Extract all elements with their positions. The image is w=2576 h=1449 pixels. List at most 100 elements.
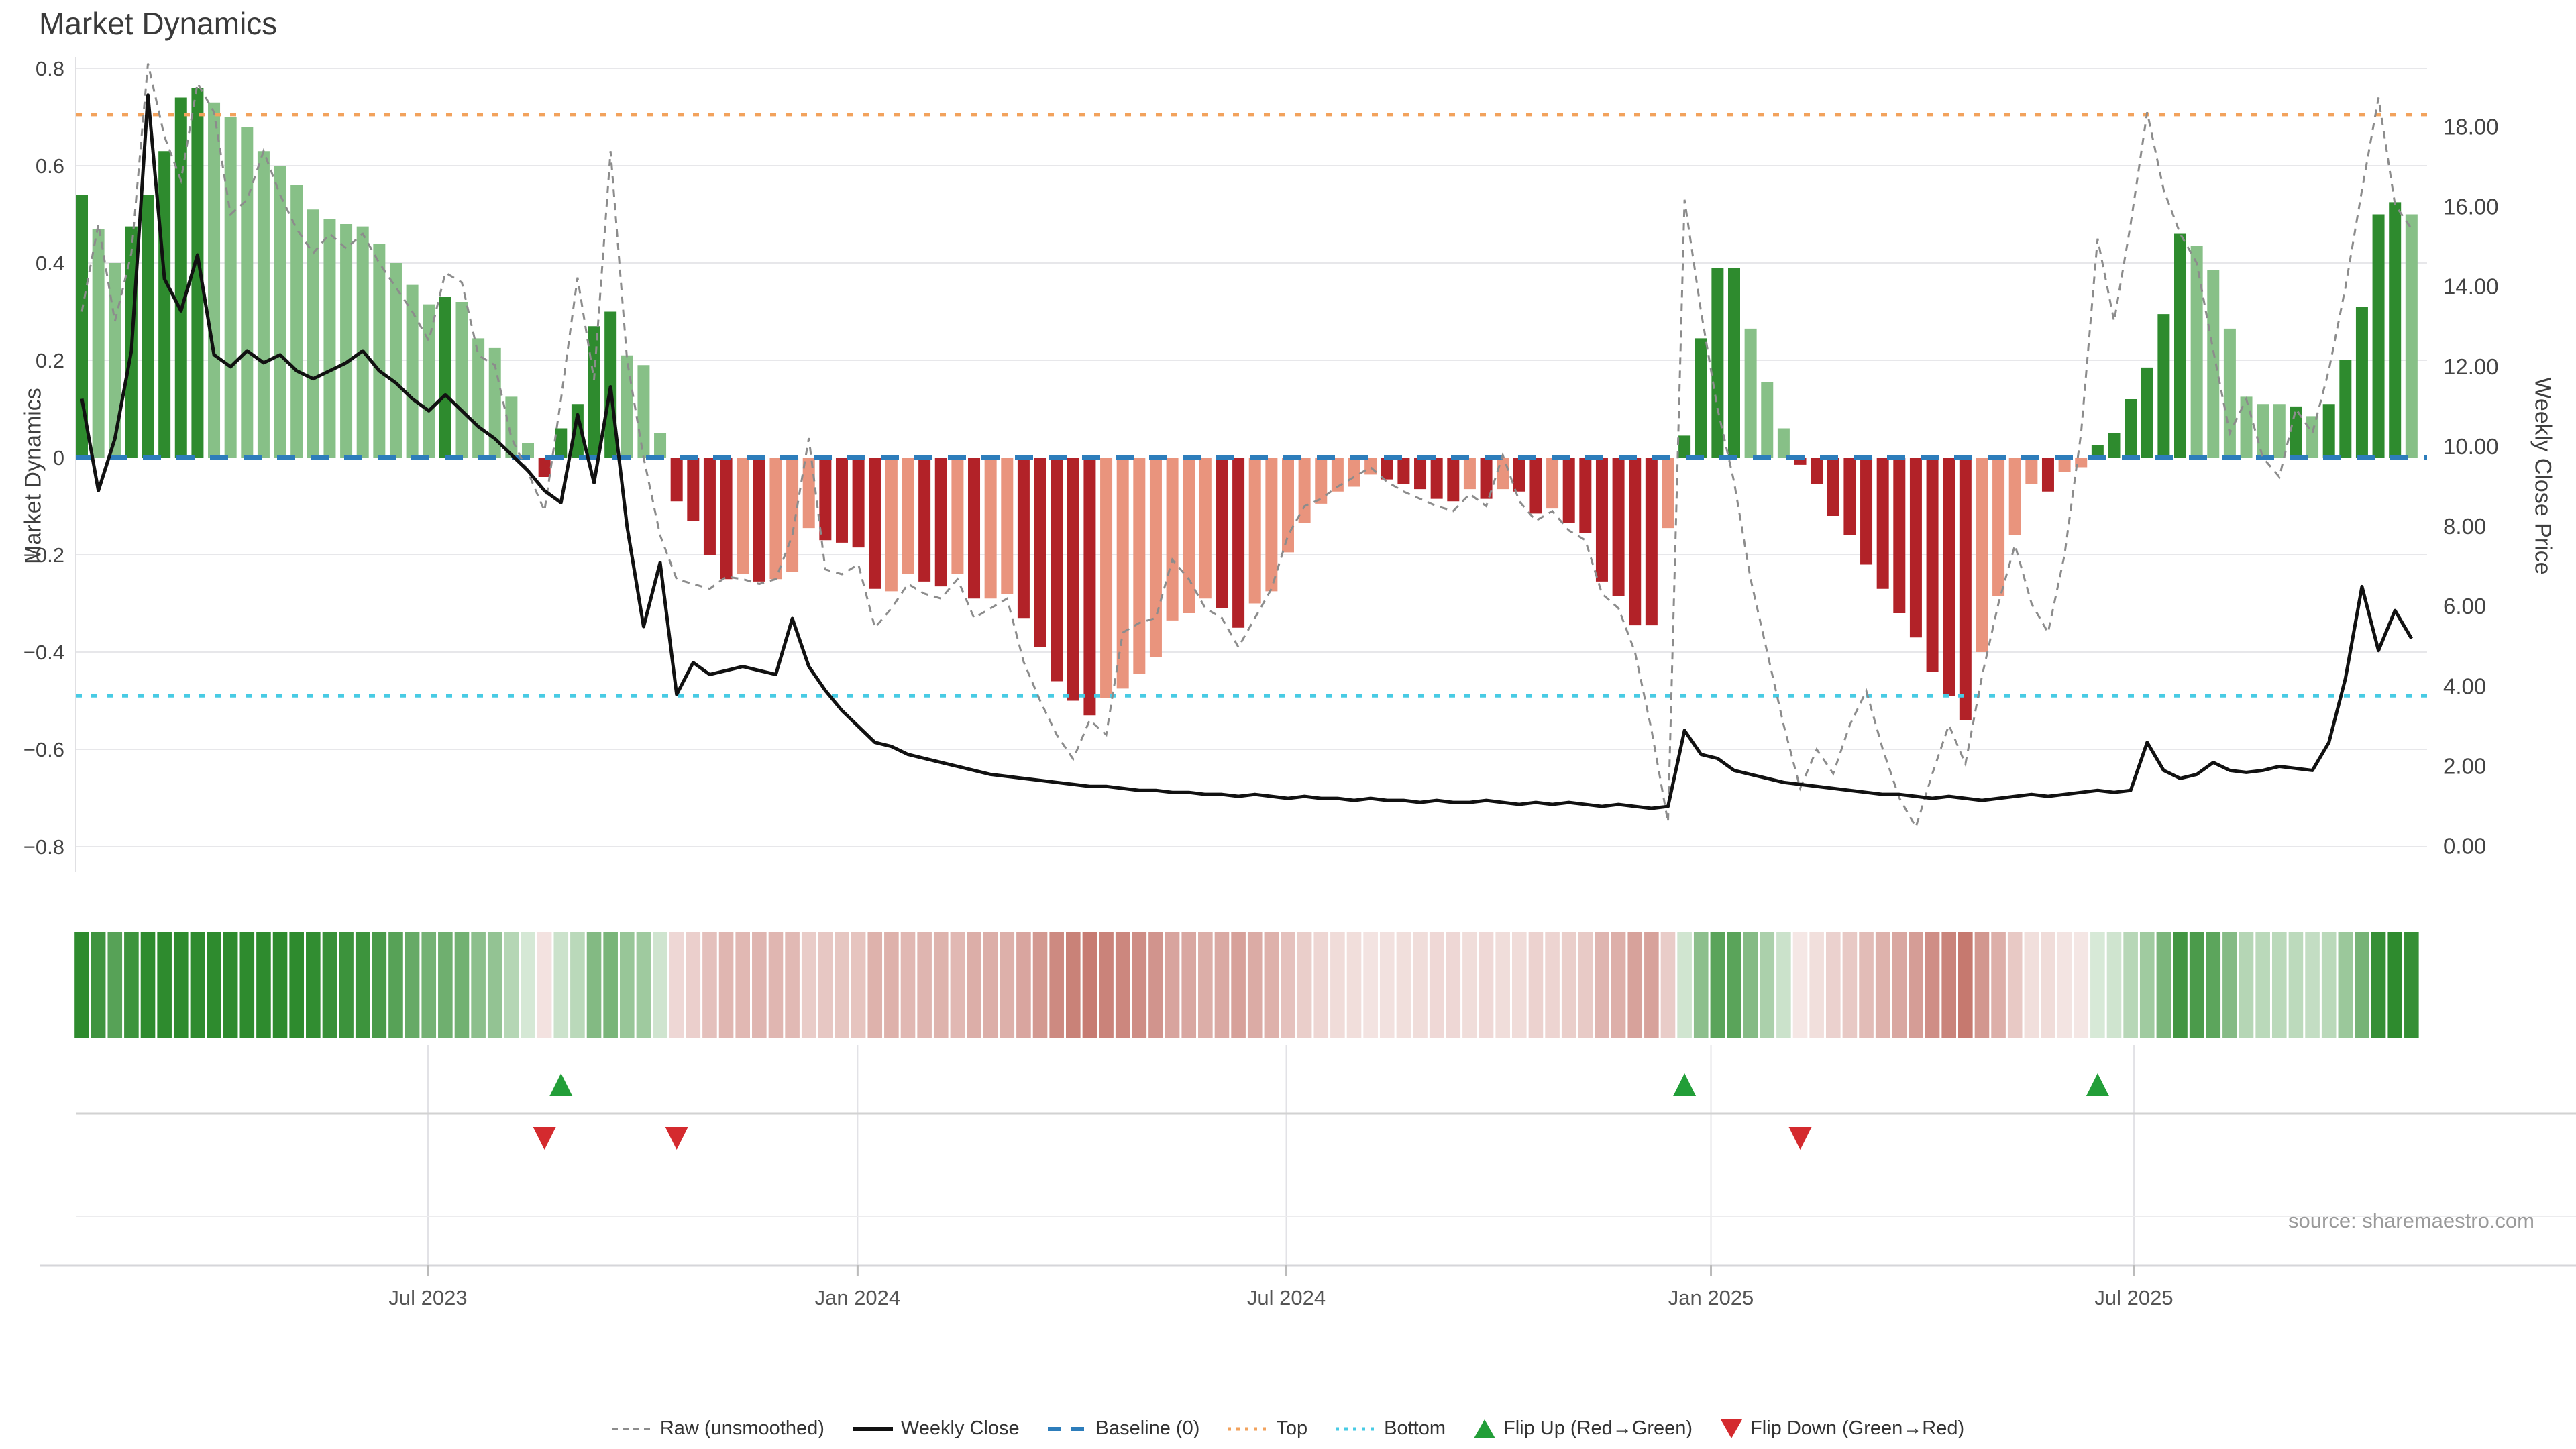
heatmap-cell <box>1578 932 1593 1038</box>
bar <box>307 209 319 458</box>
cyan-dotted-line-icon <box>1336 1427 1377 1430</box>
bar <box>1001 458 1014 594</box>
heatmap-cell <box>718 932 734 1038</box>
heatmap-cell <box>173 932 189 1038</box>
legend-item-top: Top <box>1228 1417 1307 1440</box>
bar <box>1100 458 1113 698</box>
heatmap-cell <box>1214 932 1230 1038</box>
heatmap-cell <box>355 932 370 1038</box>
heatmap-cell <box>1082 932 1097 1038</box>
heatmap-cell <box>306 932 321 1038</box>
heatmap-cell <box>669 932 684 1038</box>
heatmap-cell <box>471 932 486 1038</box>
bar <box>2108 433 2121 458</box>
bar <box>1678 435 1691 458</box>
left-axis-tick: 0.6 <box>36 154 64 178</box>
bar <box>290 185 303 458</box>
heatmap-cell <box>1842 932 1858 1038</box>
heatmap-cell <box>223 932 238 1038</box>
bar <box>2157 314 2170 458</box>
heatmap-cell <box>1941 932 1956 1038</box>
heatmap-cell <box>967 932 981 1038</box>
heatmap-cell <box>91 932 106 1038</box>
bar <box>1183 458 1195 613</box>
bar <box>2223 328 2236 458</box>
heatmap-cell <box>1710 932 1725 1038</box>
bar <box>852 458 865 548</box>
bar <box>720 458 733 580</box>
heatmap-cell <box>1066 932 1081 1038</box>
heatmap-cell <box>1346 932 1362 1038</box>
bar <box>769 458 782 580</box>
heatmap-cell <box>2305 932 2320 1038</box>
heatmap-cell <box>190 932 205 1038</box>
legend-item-flip-down: Flip Down (Green→Red) <box>1721 1417 1964 1440</box>
heatmap-cell <box>107 932 123 1038</box>
heatmap-cell <box>2321 932 2337 1038</box>
heatmap-cell <box>1909 932 1923 1038</box>
heatmap-cell <box>1330 932 1345 1038</box>
heatmap-cell <box>950 932 965 1038</box>
bar <box>2008 458 2021 535</box>
bar <box>1414 458 1427 490</box>
heatmap-cell <box>2106 932 2122 1038</box>
heatmap-cell <box>2173 932 2188 1038</box>
bar <box>1794 458 1807 465</box>
heatmap-cell <box>1693 932 1709 1038</box>
bar <box>158 151 171 458</box>
heatmap-cell <box>2024 932 2039 1038</box>
bar <box>1827 458 1839 516</box>
bar <box>1843 458 1856 535</box>
bar <box>1331 458 1344 492</box>
flip-down-marker <box>533 1127 556 1150</box>
bar <box>869 458 881 589</box>
bar <box>2257 404 2269 458</box>
heatmap-cell <box>1429 932 1444 1038</box>
heatmap-cell <box>1446 932 1461 1038</box>
bar <box>2355 307 2368 458</box>
bar <box>1546 458 1559 509</box>
bar <box>1216 458 1228 608</box>
heatmap-cell <box>1363 932 1378 1038</box>
left-axis-tick: 0 <box>53 446 64 470</box>
heatmap-cell <box>504 932 519 1038</box>
left-axis-tick: −0.2 <box>23 543 64 567</box>
heatmap-cell <box>785 932 800 1038</box>
bar <box>1959 458 1972 720</box>
bar <box>968 458 981 599</box>
bar <box>2290 406 2302 458</box>
legend-item-baseline: Baseline (0) <box>1047 1417 1199 1440</box>
heatmap-cell <box>1760 932 1775 1038</box>
bar <box>522 443 535 458</box>
bar <box>2025 458 2038 484</box>
heatmap-cell <box>1792 932 1808 1038</box>
bar <box>224 117 237 458</box>
heatmap-cell <box>1000 932 1015 1038</box>
heatmap-cell <box>2271 932 2287 1038</box>
bar <box>323 219 336 458</box>
x-axis-tick-label: Jul 2023 <box>388 1286 467 1309</box>
flip-down-marker <box>1788 1127 1812 1150</box>
bar <box>1083 458 1096 716</box>
bar <box>191 88 204 458</box>
bar <box>76 195 88 458</box>
source-credit: source: sharemaestro.com <box>2288 1209 2534 1232</box>
bar <box>538 458 551 477</box>
heatmap-cell <box>438 932 453 1038</box>
heatmap-cell <box>619 932 635 1038</box>
heatmap-cell <box>1396 932 1411 1038</box>
x-axis-tick-label: Jan 2025 <box>1668 1286 1754 1309</box>
heatmap-cell <box>207 932 221 1038</box>
heatmap-cell <box>1247 932 1263 1038</box>
heatmap-cell <box>2355 932 2369 1038</box>
bar <box>1711 268 1724 458</box>
heatmap-cell <box>2041 932 2055 1038</box>
bar <box>571 404 584 458</box>
heatmap-cell <box>1859 932 1874 1038</box>
heatmap-cell <box>735 932 750 1038</box>
bar <box>1595 458 1608 582</box>
legend-label: Bottom <box>1384 1417 1446 1439</box>
bar <box>1645 458 1658 626</box>
x-axis-tick-label: Jul 2025 <box>2094 1286 2173 1309</box>
